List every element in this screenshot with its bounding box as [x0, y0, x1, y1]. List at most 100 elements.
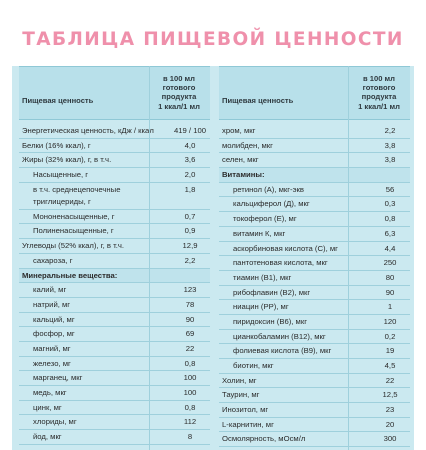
nutrient-name: Витамины: — [222, 170, 265, 180]
right-table: Пищевая ценность в 100 мл готового проду… — [219, 66, 410, 448]
nutrient-value: 20 — [385, 419, 395, 429]
nutrient-value: 1 — [387, 302, 393, 312]
nutrient-name: токоферол (Е), мг — [233, 214, 297, 224]
nutrient-name: железо, мг — [33, 358, 71, 368]
nutrient-name: пантотеновая кислота, мкг — [233, 258, 328, 268]
nutrient-value: 123 — [183, 285, 197, 295]
table-row: хлориды, мг 112 — [19, 415, 210, 431]
nutrient-value: 419 / 100 — [173, 126, 207, 135]
nutrient-value: 0,9 — [184, 226, 196, 236]
column-divider — [348, 66, 349, 450]
nutrient-value: 100 — [183, 373, 197, 383]
nutrient-name: хром, мкг — [222, 126, 256, 135]
table-row: хром, мкг 2,2 — [219, 124, 410, 139]
nutrient-name: Таурин, мг — [222, 390, 260, 400]
table-panel — [12, 66, 414, 450]
nutrient-name: цинк, мг — [33, 402, 62, 412]
nutrient-value: 0,7 — [184, 211, 196, 221]
table-row: молибден, мкг 3,8 — [219, 139, 410, 154]
nutrient-value: 120 — [383, 316, 397, 326]
table-row: ретинол (А), мкг-экв 56 — [219, 183, 410, 198]
header-nutrient-label: Пищевая ценность — [22, 96, 94, 105]
nutrient-value: 3,8 — [384, 155, 396, 165]
table-row: ниацин (РР), мг 1 — [219, 300, 410, 315]
nutrient-name: Инозитол, мг — [222, 405, 269, 415]
nutrient-value: 112 — [183, 417, 197, 427]
nutrient-name: магний, мг — [33, 343, 71, 353]
left-table: Пищевая ценность в 100 мл готового проду… — [19, 66, 210, 445]
nutrient-name: в т.ч. среднецепочечные триглицериды, г — [33, 184, 121, 206]
nutrient-name: аскорбиновая кислота (С), мг — [233, 243, 338, 253]
nutrient-name: Осмолярность, мОсм/л — [222, 434, 306, 444]
nutrient-name: Углеводы (52% ккал), г, в т.ч. — [22, 241, 125, 251]
nutrient-name: медь, мкг — [33, 388, 67, 397]
table-row: цианкобаламин (В12), мкг 0,2 — [219, 330, 410, 345]
nutrient-value: 3,8 — [384, 140, 396, 150]
nutrient-name: рибофлавин (В2), мкг — [233, 287, 311, 297]
nutrient-value: 23 — [385, 405, 395, 415]
table-row: аскорбиновая кислота (С), мг 4,4 — [219, 242, 410, 257]
nutrient-value: 12,9 — [182, 241, 198, 251]
nutrient-value: 0,8 — [384, 214, 396, 224]
nutrient-name: Холин, мг — [222, 375, 257, 385]
page-title: ТАБЛИЦА ПИЩЕВОЙ ЦЕННОСТИ — [22, 29, 404, 50]
nutrient-value: 0,3 — [384, 199, 396, 209]
table-row: натрий, мг 78 — [19, 298, 210, 313]
left-table-header: Пищевая ценность в 100 мл готового проду… — [19, 66, 210, 120]
nutrient-name: кальций, мг — [33, 314, 75, 324]
table-row: Мононенасыщенные, г 0,7 — [19, 210, 210, 225]
nutrient-value: 1,8 — [184, 184, 196, 194]
header-nutrient-label: Пищевая ценность — [222, 96, 294, 105]
nutrient-value: 78 — [185, 299, 195, 309]
table-row: кальций, мг 90 — [19, 313, 210, 328]
nutrient-name: калий, мг — [33, 285, 67, 295]
nutrient-value: 22 — [385, 375, 395, 385]
table-row: калий, мг 123 — [19, 283, 210, 298]
table-row: Полиненасыщенные, г 0,9 — [19, 224, 210, 240]
nutrient-value: 12,5 — [382, 390, 398, 400]
column-divider — [149, 66, 150, 450]
nutrient-value: 22 — [185, 343, 195, 353]
table-row: тиамин (В1), мкг 80 — [219, 271, 410, 286]
nutrient-value: 19 — [385, 346, 395, 356]
table-row: фолиевая кислота (В9), мкг 19 — [219, 344, 410, 359]
nutrient-value: 4,4 — [384, 243, 396, 253]
nutrient-value: 2,0 — [184, 170, 196, 180]
right-table-body: хром, мкг 2,2 молибден, мкг 3,8 селен, мкг 3,… — [219, 124, 410, 448]
nutrient-name: фолиевая кислота (В9), мкг — [233, 346, 332, 356]
nutrient-value: 2,2 — [184, 255, 196, 265]
table-row: токоферол (Е), мг 0,8 — [219, 212, 410, 227]
nutrient-name: Полиненасыщенные, г — [33, 226, 114, 236]
nutrient-name: Минеральные вещества: — [22, 270, 118, 280]
table-row: медь, мкг 100 — [19, 386, 210, 401]
nutrient-name: сахароза, г — [33, 255, 73, 265]
nutrient-name: марганец, мкг — [33, 373, 83, 383]
nutrient-name: молибден, мкг — [222, 140, 273, 150]
nutrient-value: 250 — [383, 258, 397, 268]
table-row: биотин, мкг 4,5 — [219, 359, 410, 374]
nutrient-value: 6,3 — [384, 228, 396, 238]
table-row: Насыщенные, г 2,0 — [19, 168, 210, 183]
nutrient-name: ниацин (РР), мг — [233, 302, 289, 312]
nutrient-value: 4,0 — [184, 140, 196, 150]
table-row: Инозитол, мг 23 — [219, 403, 410, 418]
section-header-row: Минеральные вещества: — [19, 268, 210, 284]
table-row: Осмолярность, мОсм/л 300 — [219, 432, 410, 448]
nutrient-name: йод, мкг — [33, 432, 62, 442]
table-row: в т.ч. среднецепочечные триглицериды, г 1,… — [19, 183, 210, 210]
nutrient-name: селен, мкг — [222, 155, 259, 165]
nutrient-value: 2,2 — [384, 126, 396, 135]
nutrient-name: ретинол (А), мкг-экв — [233, 184, 304, 194]
table-row: йод, мкг 8 — [19, 430, 210, 445]
nutrient-value: 300 — [383, 434, 397, 444]
nutrient-name: Белки (16% ккал), г — [22, 140, 91, 150]
nutrient-value: 90 — [385, 287, 395, 297]
nutrient-name: Жиры (32% ккал), г, в т.ч. — [22, 155, 112, 165]
table-row: Холин, мг 22 — [219, 374, 410, 389]
nutrient-value: 0,2 — [384, 331, 396, 341]
right-table-header: Пищевая ценность в 100 мл готового проду… — [219, 66, 410, 120]
nutrient-value: 0,8 — [184, 402, 196, 412]
table-row: Углеводы (52% ккал), г, в т.ч. 12,9 — [19, 239, 210, 254]
nutrient-name: Мононенасыщенные, г — [33, 211, 115, 221]
nutrient-value: 90 — [185, 314, 195, 324]
